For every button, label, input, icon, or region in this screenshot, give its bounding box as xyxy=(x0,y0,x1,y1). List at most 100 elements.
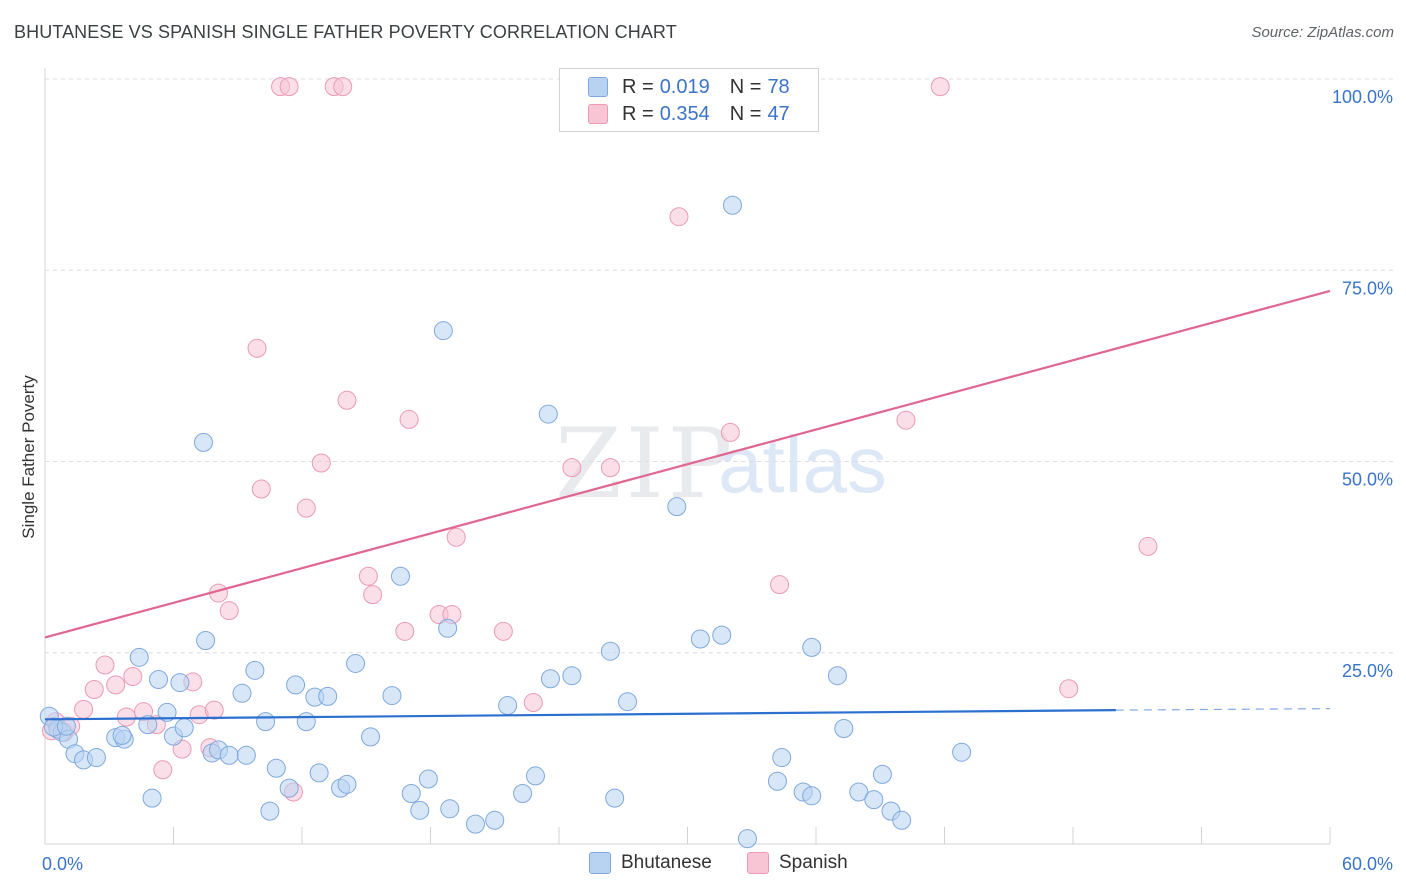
bhutanese-point xyxy=(540,669,560,689)
bhutanese-point xyxy=(690,629,710,649)
spanish-point xyxy=(296,498,316,518)
bhutanese-point xyxy=(193,432,213,452)
spanish-point xyxy=(84,679,104,699)
bhutanese-point xyxy=(498,696,518,716)
spanish-point xyxy=(930,77,950,97)
y-tick-label: 25.0% xyxy=(1342,661,1393,681)
spanish-point xyxy=(337,390,357,410)
spanish-point xyxy=(219,601,239,621)
bhutanese-point xyxy=(112,725,132,745)
y-tick-label: 100.0% xyxy=(1332,87,1393,107)
bhutanese-point xyxy=(433,321,453,341)
bhutanese-point xyxy=(952,742,972,762)
watermark: ZIP atlas xyxy=(555,408,887,520)
spanish-point xyxy=(493,621,513,641)
bhutanese-point xyxy=(174,718,194,738)
bhutanese-point xyxy=(864,790,884,810)
legend-row-spanish: R = 0.354 N = 47 xyxy=(588,102,790,126)
bhutanese-point xyxy=(418,769,438,789)
bhutanese-trend-extension xyxy=(1115,707,1331,711)
spanish-point xyxy=(896,410,916,430)
spanish-point xyxy=(395,621,415,641)
x-tick-label: 60.0% xyxy=(1342,854,1393,874)
legend-n-label: N = xyxy=(729,102,762,125)
legend-n-value: 78 xyxy=(767,75,790,98)
legend: R = 0.019 N = 78 R = 0.354 N = 47 xyxy=(559,68,819,132)
spanish-point xyxy=(74,699,94,719)
source-label: Source: ZipAtlas.com xyxy=(1251,24,1394,41)
bhutanese-trend-line xyxy=(44,709,1116,721)
legend-swatch-bhutanese xyxy=(588,77,608,97)
bhutanese-point xyxy=(401,784,421,804)
spanish-point xyxy=(1059,679,1079,699)
bhutanese-point xyxy=(219,745,239,765)
bhutanese-point xyxy=(129,647,149,667)
series-label-spanish: Spanish xyxy=(779,852,848,873)
series-legend: Bhutanese Spanish xyxy=(0,852,1406,878)
spanish-point xyxy=(153,760,173,780)
legend-row-bhutanese: R = 0.019 N = 78 xyxy=(588,75,790,99)
bhutanese-point xyxy=(279,778,299,798)
legend-n-value: 47 xyxy=(767,102,790,125)
spanish-point xyxy=(770,575,790,595)
bhutanese-point xyxy=(772,748,792,768)
series-legend-spanish: Spanish xyxy=(747,852,848,874)
bhutanese-point xyxy=(667,497,687,517)
series-swatch-spanish xyxy=(747,852,769,874)
bhutanese-point xyxy=(712,625,732,645)
bhutanese-point xyxy=(802,786,822,806)
watermark-zip: ZIP xyxy=(555,408,736,520)
spanish-trend-line xyxy=(44,289,1331,639)
bhutanese-point xyxy=(538,404,558,424)
bhutanese-point xyxy=(142,788,162,808)
bhutanese-point xyxy=(260,801,280,821)
bhutanese-point xyxy=(236,745,256,765)
bhutanese-point xyxy=(196,631,216,651)
bhutanese-point xyxy=(513,784,533,804)
spanish-point xyxy=(279,77,299,97)
series-label-bhutanese: Bhutanese xyxy=(621,852,712,873)
bhutanese-point xyxy=(605,788,625,808)
spanish-point xyxy=(562,458,582,478)
bhutanese-point xyxy=(562,666,582,686)
bhutanese-point xyxy=(737,829,757,849)
bhutanese-point xyxy=(86,748,106,768)
bhutanese-point xyxy=(849,782,869,802)
series-legend-bhutanese: Bhutanese xyxy=(589,852,712,874)
bhutanese-point xyxy=(170,673,190,693)
spanish-point xyxy=(358,566,378,586)
y-tick-labels: 25.0% 50.0% 75.0% 100.0% xyxy=(1332,87,1393,681)
bhutanese-point xyxy=(465,814,485,834)
chart-title: BHUTANESE VS SPANISH SINGLE FATHER POVER… xyxy=(14,22,677,42)
bhutanese-point xyxy=(361,727,381,747)
bhutanese-point xyxy=(138,715,158,735)
legend-r-value: 0.354 xyxy=(659,102,710,125)
bhutanese-point xyxy=(391,566,411,586)
spanish-point xyxy=(333,77,353,97)
bhutanese-point xyxy=(337,774,357,794)
bhutanese-point xyxy=(485,810,505,830)
spanish-point xyxy=(446,527,466,547)
bhutanese-point xyxy=(296,712,316,732)
bhutanese-point xyxy=(438,618,458,638)
spanish-point xyxy=(669,207,689,227)
spanish-point xyxy=(523,692,543,712)
bhutanese-point xyxy=(827,666,847,686)
y-tick-label: 75.0% xyxy=(1342,278,1393,298)
bhutanese-point xyxy=(256,712,276,732)
bhutanese-point xyxy=(802,637,822,657)
series-swatch-bhutanese xyxy=(589,852,611,874)
bhutanese-point xyxy=(767,771,787,791)
bhutanese-point xyxy=(382,686,402,706)
spanish-point xyxy=(247,338,267,358)
spanish-point xyxy=(600,458,620,478)
bhutanese-point xyxy=(245,660,265,680)
gridlines xyxy=(45,78,1394,654)
bhutanese-point xyxy=(410,800,430,820)
bhutanese-point xyxy=(618,692,638,712)
bhutanese-point xyxy=(318,686,338,706)
bhutanese-point xyxy=(157,702,177,722)
legend-r-value: 0.019 xyxy=(659,75,710,98)
spanish-point xyxy=(106,675,126,695)
